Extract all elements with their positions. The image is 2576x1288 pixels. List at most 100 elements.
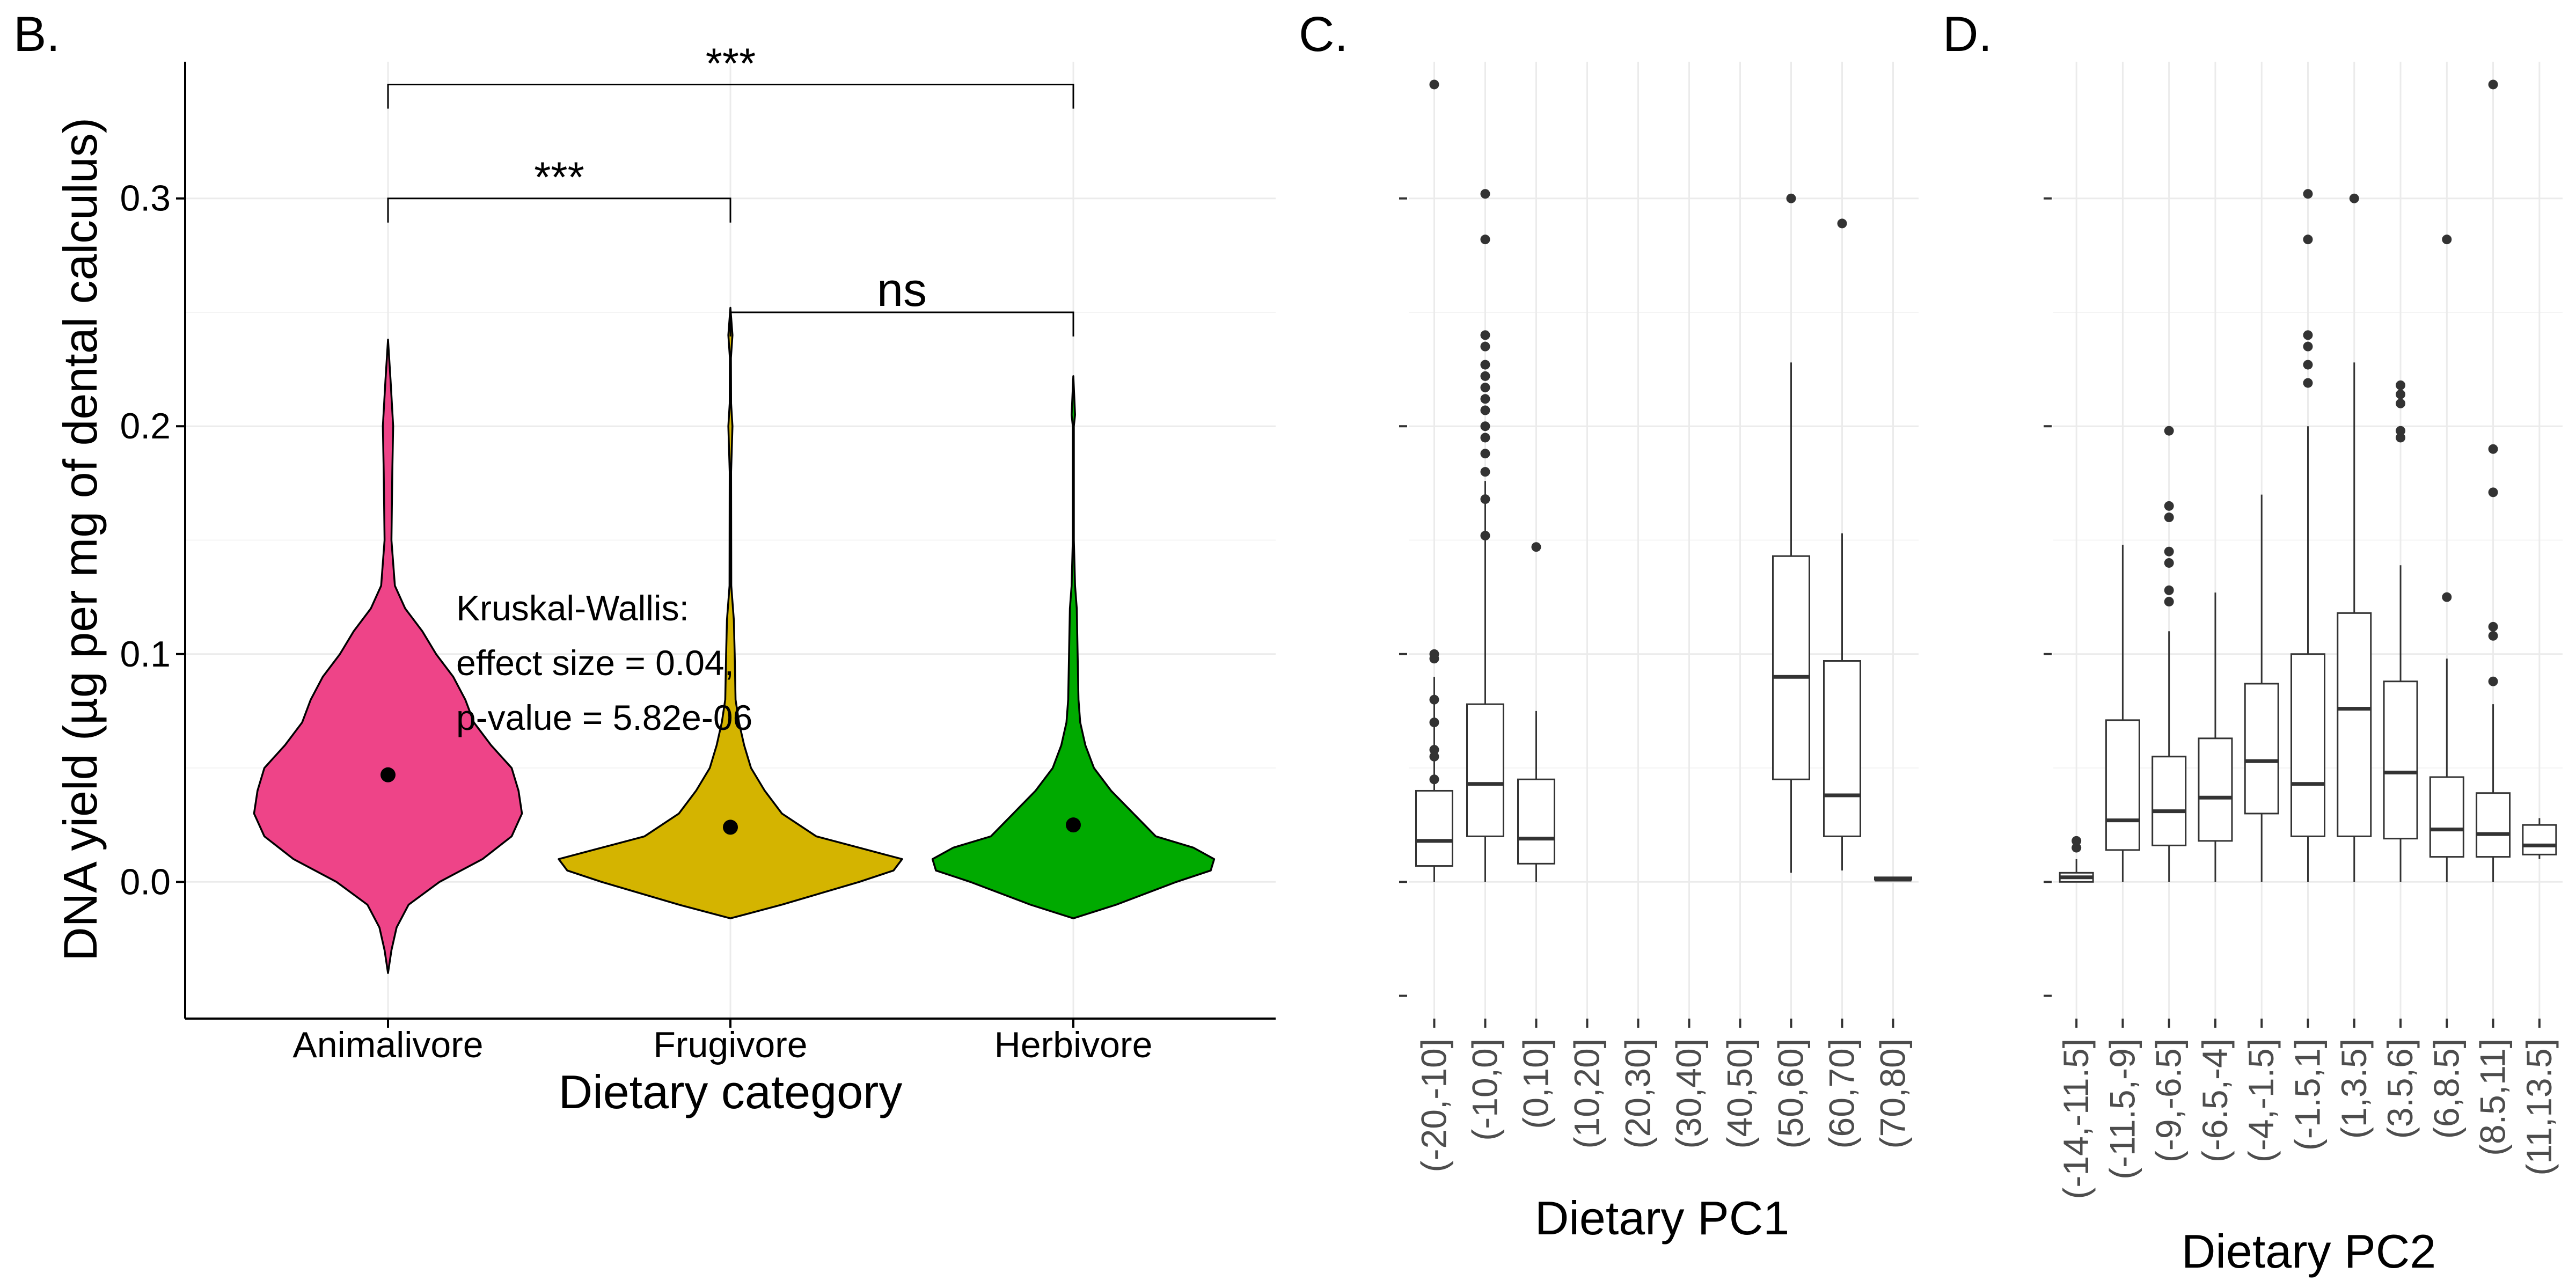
x-tick-label: (50,60] [1771,1038,1811,1148]
box-(70,80] [1874,876,1912,882]
x-tick-label: (10,20] [1567,1038,1607,1148]
outlier-point [2488,79,2498,90]
significance-bracket [387,197,731,223]
box-iqr [1823,660,1861,837]
box-(-20,-10] [1415,79,1453,882]
outlier-point [2303,235,2313,245]
x-tick-label: (-1.5,1] [2288,1038,2328,1151]
outlier-point [1429,751,1439,762]
x-tick-label: (70,80] [1873,1038,1913,1148]
violin-frugivore [558,306,903,919]
box-iqr [2383,680,2418,840]
outlier-point [2488,444,2498,454]
outlier-point [1429,774,1439,785]
box-(-6.5,-4] [2198,592,2233,882]
x-tick-label-animalivore: Animalivore [292,1024,483,1065]
outlier-point [2164,558,2174,568]
outlier-point [2164,513,2174,523]
panel-b: B. *** *** ns 0.0 0.1 0.2 0.3 Animalivore Frug… [13,7,1276,1118]
outlier-point [2164,501,2174,511]
box-(50,60] [1772,193,1810,873]
outlier-point [1429,694,1439,705]
panel-b-annotation-line-1: Kruskal-Wallis: [456,588,689,628]
outlier-point [1480,371,1490,381]
panel-d-x-axis-title: Dietary PC2 [2182,1225,2436,1278]
box-(1,3.5] [2337,193,2372,882]
x-tick-label: (-11.5,-9] [2102,1038,2142,1180]
significance-bracket [729,311,1074,336]
outlier-point [2488,621,2498,632]
outlier-point [1480,383,1490,393]
outlier-point [1429,718,1439,728]
outlier-point [2164,546,2174,557]
outlier-point [1480,531,1490,541]
x-tick-label: (0,10] [1516,1038,1556,1129]
panel-b-y-axis-title: DNA yield (µg per mg of dental calculus) [54,118,107,961]
outlier-point [1480,494,1490,504]
box-iqr [2105,719,2140,851]
significance-label: *** [706,39,756,87]
box-(-10,0] [1466,189,1504,882]
outlier-point [1480,467,1490,477]
outlier-point [2396,433,2406,443]
panel-b-annotation-line-3: p-value = 5.82e-06 [456,698,752,737]
outlier-point [2442,592,2452,602]
outlier-point [1786,193,1796,203]
x-tick-label: (6,8.5] [2426,1038,2466,1139]
outlier-point [2164,597,2174,607]
outlier-point [1480,189,1490,199]
outlier-point [2488,631,2498,641]
box-iqr [1517,778,1555,865]
panel-c: C. (-20,-10] (-10,0] (0,10] (10,20] (20,30](… [1299,7,1919,1245]
box-(60,70] [1823,218,1861,871]
box-(3.5,6] [2383,380,2418,882]
mean-point [723,819,738,835]
mean-point [380,767,396,782]
box-(8.5,11] [2476,79,2511,882]
panel-d: D. (-14,-11.5] (-11.5,-9] (-9,-6.5] (-6.5,-… [1943,7,2563,1278]
outlier-point [1429,654,1439,664]
outlier-point [1429,745,1439,755]
x-tick-label: (-10,0] [1465,1038,1505,1141]
outlier-point [1480,433,1490,443]
x-tick-label: (8.5,11] [2473,1038,2513,1156]
panel-c-y-ticks [1399,197,1407,997]
significance-label: *** [534,153,584,201]
x-tick-label: (3.5,6] [2380,1038,2420,1139]
outlier-point [2396,380,2406,390]
box-(-11.5,-9] [2105,544,2140,882]
box-iqr [2290,653,2325,837]
outlier-point [2396,398,2406,408]
outlier-point [1480,341,1490,352]
y-tick-label: 0.0 [120,861,171,902]
panel-b-violins [253,306,1216,974]
panel-b-x-axis-title: Dietary category [559,1065,903,1118]
significance-bracket [387,83,1074,109]
x-tick-label-herbivore: Herbivore [994,1024,1153,1065]
violin-animalivore [253,339,523,974]
x-tick-label: (-20,-10] [1414,1038,1454,1172]
panel-d-label: D. [1943,7,1992,62]
box-iqr [2522,824,2557,855]
panel-c-x-axis-title: Dietary PC1 [1535,1191,1789,1245]
outlier-point [2396,389,2406,399]
box-(11,13.5] [2522,818,2557,859]
panel-d-x-ticks: (-14,-11.5] (-11.5,-9] (-9,-6.5] (-6.5,-4](… [2056,1019,2559,1199]
box-(0,10] [1517,542,1555,882]
box-iqr [2244,683,2279,815]
box-(-4,-1.5] [2244,494,2279,882]
box-(-1.5,1] [2290,189,2325,882]
x-tick-label: (-9,-6.5] [2149,1038,2189,1162]
panel-b-label: B. [13,7,60,62]
panel-c-boxes [1415,79,1912,882]
box-(-9,-6.5] [2151,426,2187,882]
mean-point [1066,817,1081,833]
outlier-point [1531,542,1541,552]
outlier-point [2303,330,2313,340]
panel-c-label: C. [1299,7,1348,62]
violin-herbivore [931,375,1216,919]
box-iqr [1415,789,1453,867]
outlier-point [1429,79,1439,90]
y-tick-label: 0.1 [120,634,171,675]
